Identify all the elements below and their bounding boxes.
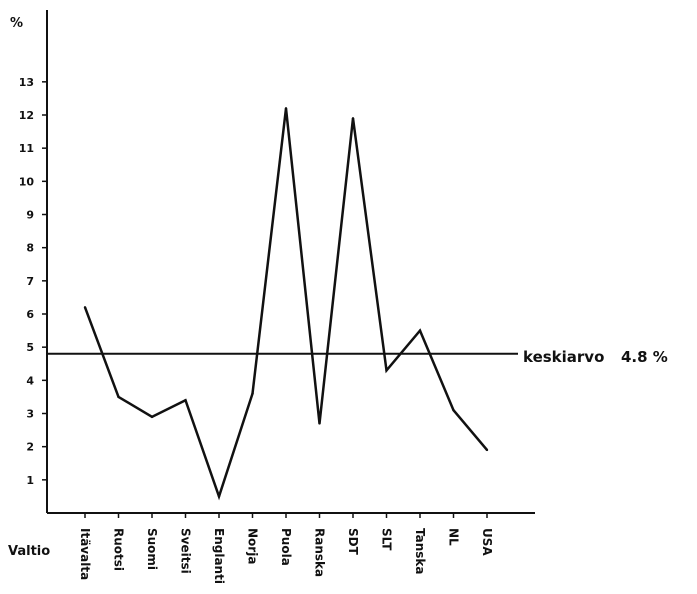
- x-tick-label: Englanti: [212, 528, 226, 584]
- x-tick-label: Norja: [246, 528, 260, 564]
- data-point: [418, 329, 422, 332]
- data-point: [83, 306, 87, 309]
- y-tick-label: 2: [26, 441, 34, 454]
- data-point: [117, 395, 120, 399]
- x-tick-label: USA: [480, 528, 494, 556]
- y-tick-label: 10: [19, 175, 35, 188]
- data-point: [452, 408, 455, 412]
- data-point: [385, 369, 388, 372]
- data-point: [351, 117, 355, 120]
- x-tick-label: NL: [447, 528, 461, 546]
- chart-axes: [46, 10, 535, 514]
- y-tick-label: 11: [19, 142, 34, 155]
- y-tick-label: 1: [26, 474, 34, 487]
- series-line: [83, 108, 488, 501]
- x-tick-label: SDT: [346, 528, 360, 556]
- data-point: [184, 399, 187, 402]
- y-tick-label: 7: [26, 275, 34, 288]
- x-tick-label: Puola: [279, 528, 293, 566]
- data-point: [485, 448, 489, 452]
- x-tick-label: Tanska: [413, 528, 427, 575]
- x-axis-label: Valtio: [8, 544, 50, 559]
- y-tick-label: 9: [26, 209, 34, 222]
- average-value: 4.8 %: [621, 348, 668, 366]
- data-point: [251, 392, 254, 395]
- data-point: [217, 495, 221, 498]
- x-tick-label: Suomi: [145, 528, 159, 570]
- x-tick-label: Ruotsi: [112, 528, 126, 571]
- data-point: [318, 422, 321, 425]
- y-tick-label: 6: [26, 308, 34, 321]
- data-point: [284, 107, 288, 110]
- x-axis-labels: Itävalta Ruotsi Suomi Sveitsi Englanti Norja P…: [78, 513, 494, 584]
- y-tick-label: 4: [26, 374, 34, 387]
- x-tick-label: Ranska: [313, 528, 327, 577]
- y-tick-label: 8: [26, 242, 34, 255]
- y-tick-label: 5: [26, 341, 34, 354]
- y-axis-label: %: [10, 16, 23, 31]
- average-label: keskiarvo: [523, 348, 604, 366]
- y-tick-label: 13: [19, 76, 34, 89]
- y-tick-label: 12: [19, 109, 34, 122]
- x-tick-label: Sveitsi: [179, 528, 193, 574]
- x-tick-label: Itävalta: [78, 528, 92, 580]
- data-point: [150, 415, 154, 419]
- x-tick-label: SLT: [380, 528, 394, 551]
- y-tick-label: 3: [26, 408, 34, 421]
- data-series: [83, 107, 489, 501]
